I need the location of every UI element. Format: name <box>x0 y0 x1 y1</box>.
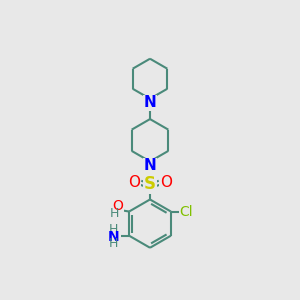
Text: O: O <box>128 175 140 190</box>
Text: N: N <box>144 158 156 173</box>
Text: O: O <box>112 199 123 213</box>
Text: N: N <box>144 95 156 110</box>
Text: N: N <box>107 230 119 244</box>
Text: H: H <box>110 207 119 220</box>
Text: H: H <box>109 237 118 250</box>
Text: H: H <box>109 223 118 236</box>
Text: O: O <box>160 175 172 190</box>
Text: Cl: Cl <box>179 205 193 218</box>
Text: S: S <box>144 175 156 193</box>
